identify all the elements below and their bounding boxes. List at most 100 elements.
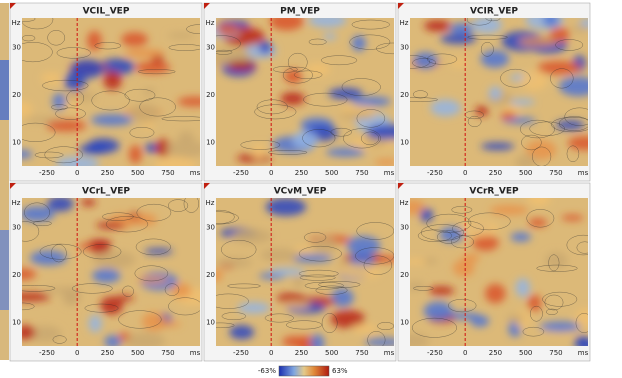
heatmap-blob <box>518 37 559 46</box>
heatmap-blob <box>293 246 317 253</box>
contour-line <box>183 198 200 213</box>
heatmap-blob <box>276 292 306 304</box>
panel-title: VCIR_VEP <box>470 7 518 17</box>
contour-line <box>124 88 156 102</box>
heatmap-blob <box>96 221 126 230</box>
contour-line <box>367 331 386 346</box>
contour-line <box>286 320 323 330</box>
heatmap-blob <box>282 336 308 346</box>
heatmap-blob <box>489 204 529 216</box>
contour-line <box>138 69 176 75</box>
heatmap-blob <box>330 309 366 329</box>
contour-line <box>451 235 474 249</box>
y-tick-label: 10 <box>206 318 215 326</box>
heatmap-blob <box>66 288 82 303</box>
heatmap-blob <box>364 338 394 346</box>
contour-line <box>22 18 36 22</box>
panel: VCvM_VEP Hz 30 20 10 -250 0 250 500 750 ms <box>203 182 397 362</box>
heatmap-blob <box>292 130 318 149</box>
contour-line <box>375 42 394 55</box>
heatmap-blob <box>231 229 273 244</box>
heatmap-blobs <box>216 198 394 346</box>
contour-line <box>308 38 327 46</box>
panel: VCrL_VEP Hz 30 20 10 -250 0 250 500 750 ms <box>9 182 203 362</box>
heatmap-blob <box>462 253 481 263</box>
heatmap-blob <box>337 263 381 280</box>
heatmap-blob <box>216 24 240 36</box>
heatmap-blob <box>55 156 100 166</box>
y-tick-label: 10 <box>400 318 409 326</box>
contour-line <box>413 90 428 99</box>
heatmap-blob <box>471 18 503 34</box>
heatmap-blob <box>450 58 467 68</box>
contour-line <box>530 305 543 322</box>
contour-line <box>550 68 574 89</box>
y-tick-label: 30 <box>206 44 215 52</box>
x-tick-label: 500 <box>519 169 532 177</box>
heatmap-blob <box>423 301 453 321</box>
heatmap-blob <box>142 87 156 96</box>
contour-line <box>268 150 308 155</box>
contour-line <box>356 222 394 240</box>
heatmap-blob <box>537 60 582 75</box>
x-tick-label: 500 <box>519 349 532 357</box>
heatmap-blob <box>423 20 452 32</box>
contour-line <box>282 66 313 84</box>
heatmap-blob <box>480 142 515 151</box>
contour-line <box>55 107 86 120</box>
heatmap-blob <box>461 220 499 237</box>
y-tick-label: 20 <box>400 271 409 279</box>
heatmap-blob <box>410 281 425 292</box>
contour-line <box>105 216 149 233</box>
heatmap-blob <box>121 32 148 47</box>
heatmap-blob <box>269 267 306 276</box>
x-tick-label: -250 <box>39 169 55 177</box>
heatmap-blob <box>22 206 55 222</box>
x-tick-label: -250 <box>233 169 249 177</box>
y-axis-unit: Hz <box>206 199 215 207</box>
x-tick-label: 0 <box>463 169 467 177</box>
panel-corner-marker <box>204 183 210 189</box>
contour-line <box>168 297 200 316</box>
cut-off-panel-blob <box>0 230 9 310</box>
heatmap-blob <box>346 235 381 256</box>
y-tick-label: 30 <box>400 224 409 232</box>
heatmap-blob <box>410 333 430 346</box>
contour-line <box>318 281 361 288</box>
contour-line <box>51 244 67 263</box>
contour-line <box>566 145 580 163</box>
heatmap-blob <box>311 236 338 254</box>
x-tick-label: 0 <box>269 169 273 177</box>
heatmap-blob <box>260 248 298 262</box>
contour-line <box>164 283 180 296</box>
contour-line <box>167 199 189 212</box>
panel: VCIR_VEP Hz 30 20 10 -250 0 250 500 750 ms <box>397 2 591 182</box>
contour-line <box>216 49 233 55</box>
contour-line <box>321 313 338 333</box>
heatmap-blob <box>40 72 63 84</box>
x-tick-label: 500 <box>131 349 144 357</box>
heatmap-blob <box>92 250 136 269</box>
contour-line <box>161 116 200 122</box>
heatmap-blob <box>570 25 588 33</box>
heatmap-blob <box>485 283 506 304</box>
heatmap-blob <box>104 335 122 346</box>
heatmap-blob <box>500 111 516 120</box>
contour-line <box>521 134 542 151</box>
contour-line <box>71 283 113 294</box>
contour-line <box>84 303 119 313</box>
heatmap-blob <box>330 288 354 307</box>
heatmap <box>22 18 200 166</box>
heatmap-blob <box>555 120 585 130</box>
x-tick-label: 250 <box>295 169 308 177</box>
heatmap-blob <box>27 325 62 342</box>
contour-line <box>293 70 323 80</box>
heatmap-blob <box>124 48 165 58</box>
x-tick-label: 0 <box>463 349 467 357</box>
heatmap <box>410 18 588 166</box>
heatmap-blob <box>282 301 311 309</box>
x-tick-label: 0 <box>75 169 79 177</box>
contour-line <box>519 119 555 139</box>
contour-line <box>361 131 380 146</box>
